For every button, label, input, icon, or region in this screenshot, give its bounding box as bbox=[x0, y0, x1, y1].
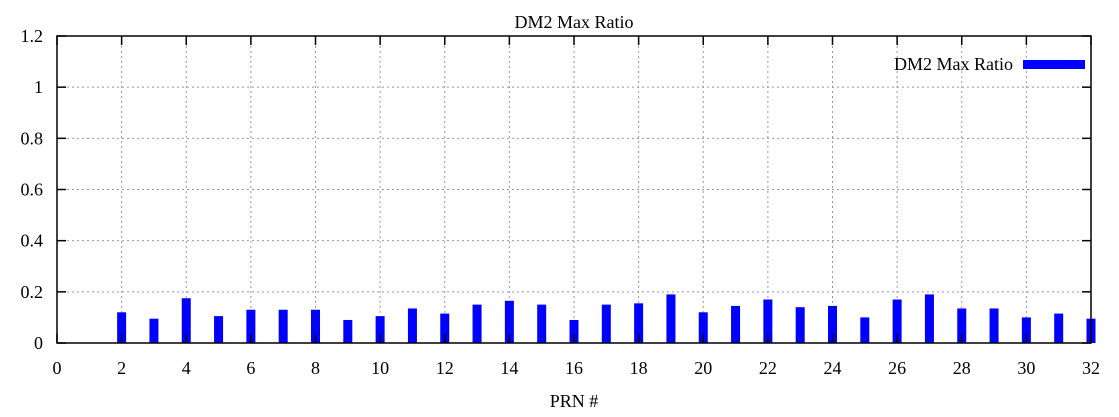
bar bbox=[1054, 313, 1064, 343]
bar bbox=[957, 308, 967, 343]
bar bbox=[1021, 317, 1031, 343]
chart-title: DM2 Max Ratio bbox=[515, 12, 634, 32]
bar bbox=[763, 299, 773, 343]
bar bbox=[634, 303, 644, 343]
x-tick-label: 28 bbox=[953, 358, 971, 378]
y-tick-label: 1 bbox=[34, 77, 43, 97]
x-tick-label: 10 bbox=[371, 358, 389, 378]
bar bbox=[666, 294, 676, 343]
bar bbox=[214, 316, 224, 343]
bar bbox=[795, 307, 805, 343]
x-tick-label: 20 bbox=[694, 358, 712, 378]
bar bbox=[117, 312, 127, 343]
bar bbox=[181, 298, 191, 343]
y-tick-label: 0 bbox=[34, 333, 43, 353]
bar bbox=[731, 305, 741, 343]
x-tick-labels: 0 2 4 6 8 10 12 14 16 18 20 22 24 26 28 30 32 bbox=[53, 358, 1101, 378]
bar bbox=[375, 316, 385, 343]
x-tick-label: 6 bbox=[246, 358, 255, 378]
grid bbox=[57, 36, 1091, 343]
x-tick-label: 26 bbox=[888, 358, 906, 378]
legend: DM2 Max Ratio bbox=[894, 54, 1085, 74]
x-tick-label: 22 bbox=[759, 358, 777, 378]
x-tick-label: 8 bbox=[311, 358, 320, 378]
bar bbox=[407, 308, 417, 343]
y-tick-label: 0.6 bbox=[21, 180, 44, 200]
y-tick-label: 0.4 bbox=[21, 231, 44, 251]
x-tick-label: 4 bbox=[182, 358, 191, 378]
x-tick-label: 32 bbox=[1082, 358, 1100, 378]
bar bbox=[440, 313, 450, 343]
y-tick-label: 0.8 bbox=[21, 128, 44, 148]
y-tick-label: 0.2 bbox=[21, 282, 44, 302]
bar bbox=[537, 304, 547, 343]
bar bbox=[149, 318, 159, 343]
bar bbox=[504, 300, 514, 343]
x-tick-label: 12 bbox=[436, 358, 454, 378]
ticks bbox=[56, 35, 1092, 344]
bar bbox=[892, 299, 902, 343]
legend-swatch bbox=[1023, 60, 1085, 69]
bar bbox=[828, 305, 837, 343]
x-tick-label: 24 bbox=[824, 358, 842, 378]
y-tick-labels: 0 0.2 0.4 0.6 0.8 1 1.2 bbox=[21, 26, 44, 353]
bar bbox=[472, 304, 482, 343]
bar bbox=[311, 309, 320, 343]
x-tick-label: 30 bbox=[1017, 358, 1035, 378]
bar bbox=[343, 319, 353, 343]
x-tick-label: 14 bbox=[500, 358, 518, 378]
bar bbox=[698, 312, 708, 343]
y-tick-label: 1.2 bbox=[21, 26, 44, 46]
bar bbox=[278, 309, 288, 343]
x-tick-label: 2 bbox=[117, 358, 126, 378]
bar bbox=[569, 319, 579, 343]
x-tick-label: 0 bbox=[53, 358, 62, 378]
bar bbox=[860, 317, 870, 343]
bar bbox=[601, 304, 611, 343]
bar bbox=[246, 309, 256, 343]
bar bbox=[924, 294, 934, 343]
x-tick-label: 16 bbox=[565, 358, 583, 378]
x-tick-label: 18 bbox=[630, 358, 648, 378]
bar bbox=[989, 308, 999, 343]
x-axis-label: PRN # bbox=[550, 391, 599, 411]
bars bbox=[117, 294, 1096, 343]
legend-label: DM2 Max Ratio bbox=[894, 54, 1013, 74]
